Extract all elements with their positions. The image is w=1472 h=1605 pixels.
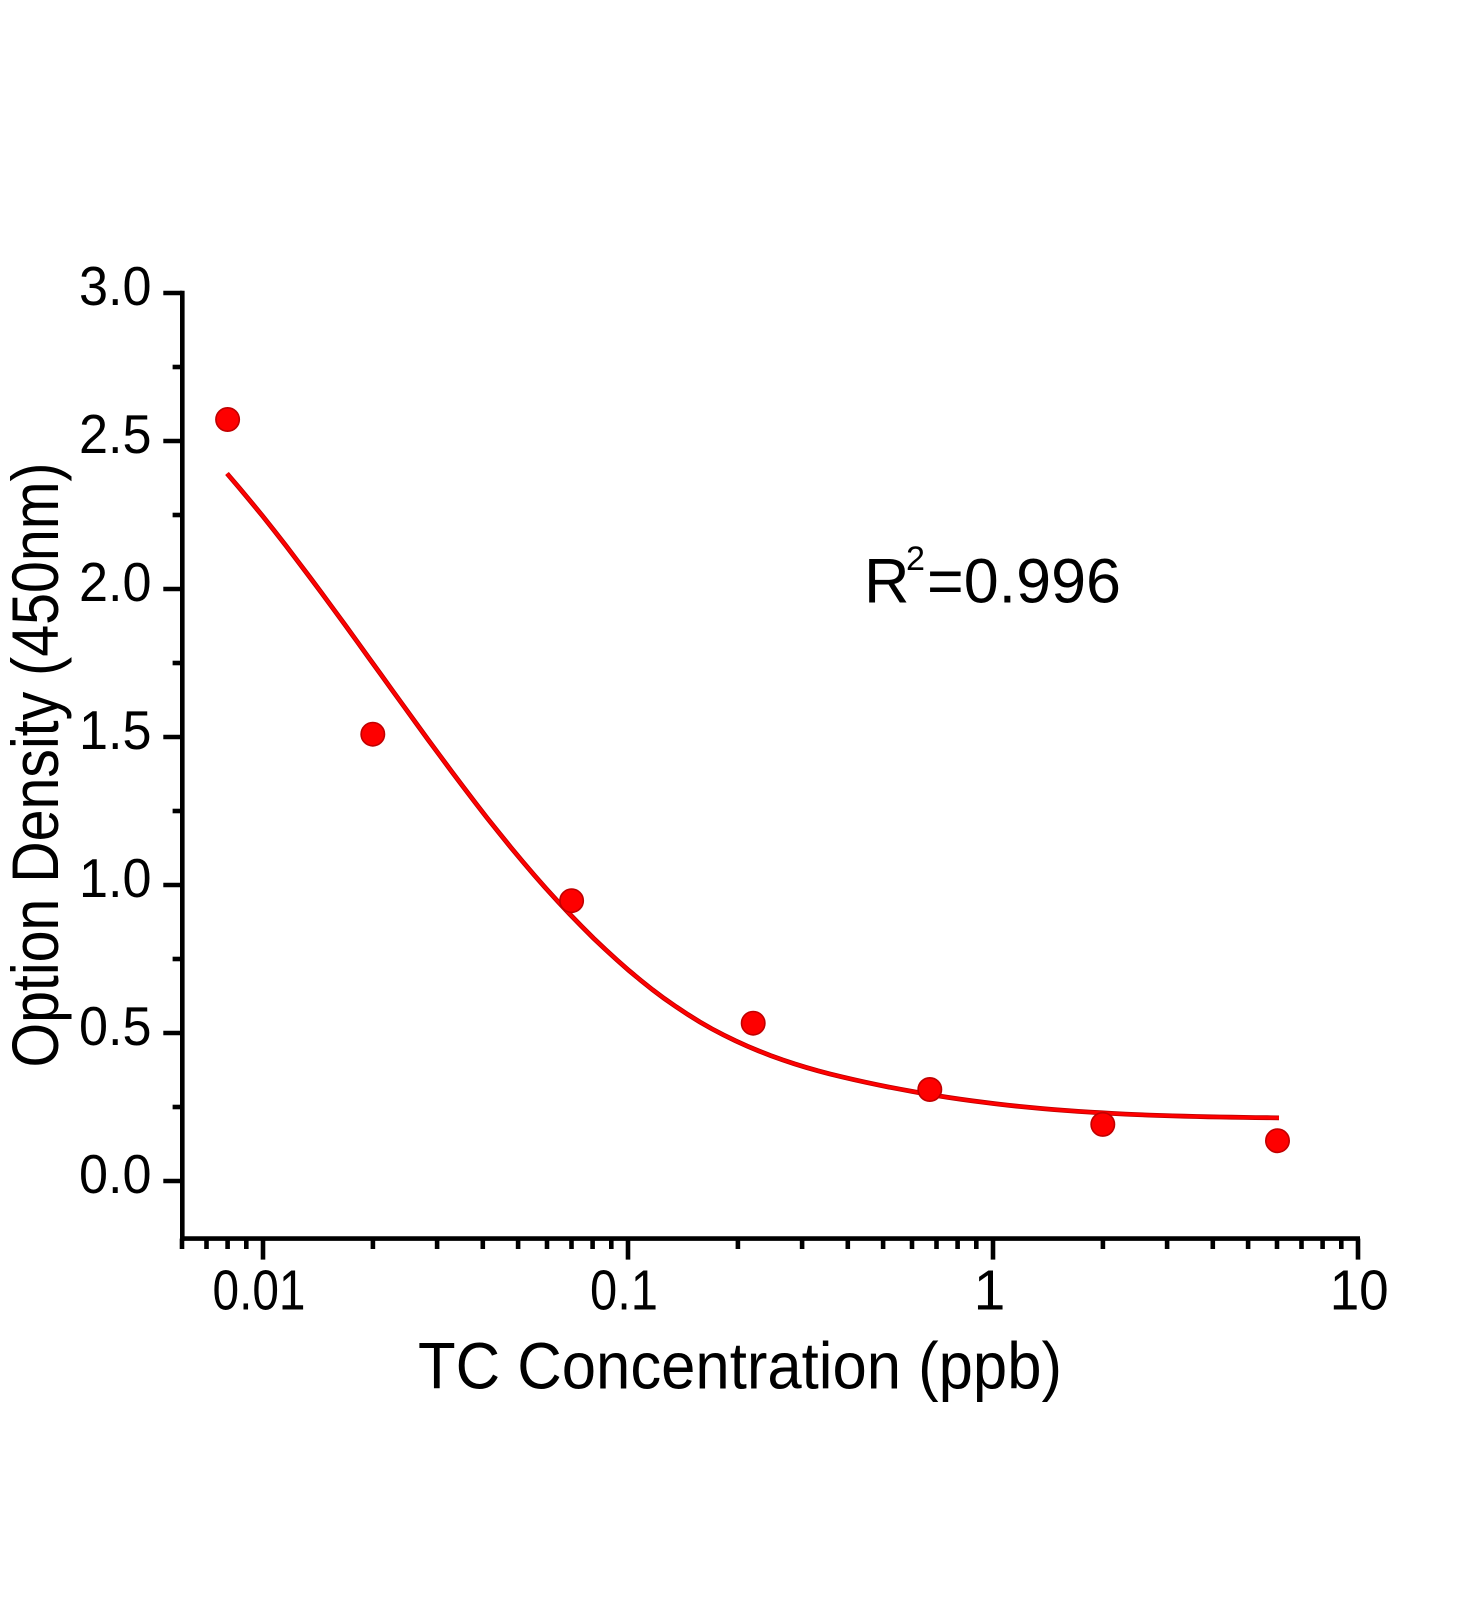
svg-text:10: 10	[1330, 1259, 1389, 1323]
svg-text:0.1: 0.1	[590, 1259, 658, 1323]
svg-text:=0.996: =0.996	[927, 547, 1121, 617]
svg-text:0.01: 0.01	[213, 1259, 306, 1323]
svg-text:2: 2	[906, 540, 925, 578]
svg-text:R: R	[864, 547, 910, 617]
svg-text:1: 1	[974, 1259, 1006, 1323]
svg-text:1.5: 1.5	[79, 699, 152, 761]
svg-text:2.5: 2.5	[79, 403, 152, 465]
svg-text:3.0: 3.0	[79, 255, 152, 317]
svg-text:0.0: 0.0	[79, 1143, 152, 1205]
svg-text:2.0: 2.0	[79, 551, 152, 613]
svg-text:TC Concentration (ppb): TC Concentration (ppb)	[418, 1329, 1062, 1403]
svg-text:1.0: 1.0	[79, 847, 152, 909]
svg-text:Option Density (450nm): Option Density (450nm)	[0, 463, 72, 1068]
svg-text:0.5: 0.5	[79, 995, 152, 1057]
